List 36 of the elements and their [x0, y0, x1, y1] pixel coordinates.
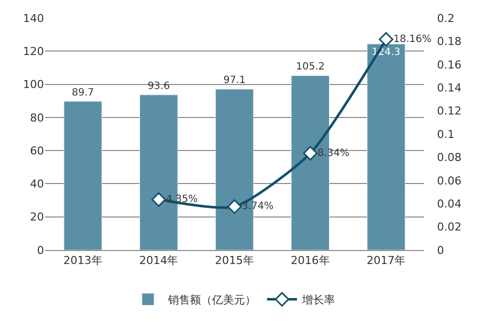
- data-label: 97.1: [223, 75, 246, 86]
- x-tick-label: 2013年: [63, 254, 102, 268]
- bar: [366, 44, 406, 250]
- y2-tick-label: 0.14: [437, 81, 462, 94]
- x-tick-label: 2015年: [215, 254, 254, 268]
- y-tick-label: 120: [23, 44, 44, 58]
- point: [151, 192, 166, 207]
- data-label: 89.7: [72, 87, 94, 98]
- x-tick-label: 2016年: [290, 254, 330, 268]
- y-tick-label: 80: [30, 111, 44, 124]
- point: [303, 146, 318, 161]
- y-tick-label: 60: [30, 144, 44, 158]
- y-tick-label: 100: [23, 78, 44, 92]
- point: [227, 199, 242, 214]
- y2-tick-label: 0.18: [437, 35, 462, 48]
- data-label: 105.2: [296, 62, 325, 73]
- y-tick-label: 20: [30, 210, 44, 224]
- bar: [64, 101, 102, 250]
- y2-tick-label: 0.2: [437, 12, 454, 25]
- y2-tick-label: 0: [437, 244, 444, 257]
- data-label: 18.16%: [393, 34, 432, 45]
- y2-tick-label: 0.04: [437, 197, 462, 210]
- y2-tick-label: 0.12: [437, 104, 462, 118]
- x-tick-label: 2017年: [366, 254, 406, 268]
- y-tick-label: 40: [30, 178, 44, 191]
- x-tick-label: 2014年: [139, 254, 178, 268]
- y2-tick-label: 0.02: [437, 220, 462, 234]
- y2-tick-label: 0.1: [437, 128, 454, 141]
- legend-label: 销售额（亿美元）: [167, 294, 256, 307]
- legend-label: 增长率: [301, 294, 335, 307]
- point: [378, 32, 394, 47]
- y-tick-label: 0: [37, 244, 44, 257]
- y2-tick-label: 0.16: [437, 58, 462, 72]
- y-tick-label: 140: [23, 12, 44, 25]
- y2-tick-label: 0.06: [437, 174, 462, 188]
- y2-tick-label: 0.08: [437, 151, 462, 164]
